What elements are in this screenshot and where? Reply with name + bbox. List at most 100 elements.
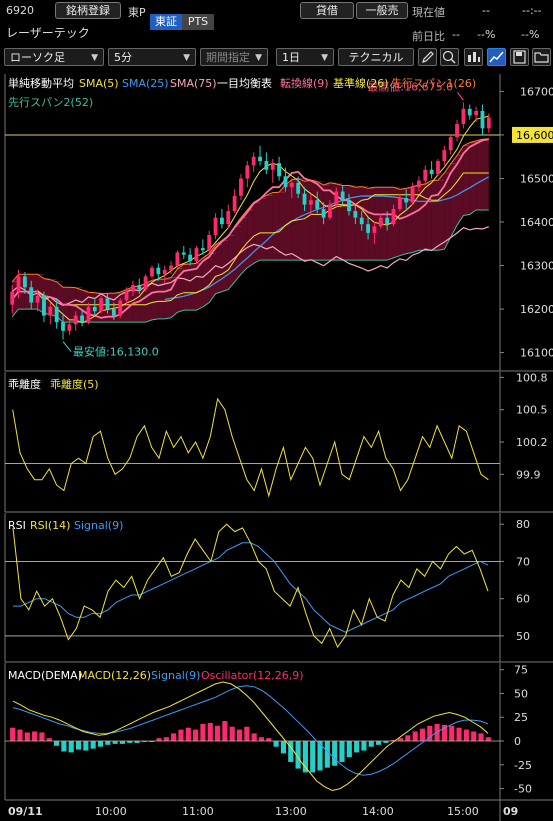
zoom-icon[interactable] [440, 48, 459, 66]
interval-select[interactable]: 5分 ▼ [108, 48, 196, 66]
candle[interactable] [61, 313, 65, 340]
candle[interactable] [423, 165, 428, 185]
candle[interactable] [480, 104, 485, 135]
legend-macd-title: MACD(DEMA) [8, 669, 82, 682]
candle[interactable] [258, 145, 262, 166]
candle[interactable] [99, 296, 104, 314]
candle[interactable] [175, 250, 180, 268]
candle[interactable] [334, 187, 339, 207]
candle-body [385, 217, 390, 225]
candle[interactable] [302, 187, 307, 212]
candle[interactable] [150, 265, 154, 279]
panel-tick-label: -25 [514, 759, 532, 772]
venue-pts-tab[interactable]: PTS [182, 14, 214, 30]
candle[interactable] [111, 302, 116, 320]
candle[interactable] [397, 193, 402, 212]
candle[interactable] [321, 202, 326, 225]
candle[interactable] [277, 156, 282, 181]
credit-button[interactable]: 貸借 [300, 2, 354, 19]
candle[interactable] [308, 193, 313, 216]
candle[interactable] [29, 280, 34, 310]
candle[interactable] [410, 182, 415, 205]
candle[interactable] [226, 204, 231, 229]
candle[interactable] [105, 293, 110, 314]
candle[interactable] [251, 152, 256, 172]
candle[interactable] [448, 134, 453, 155]
candle[interactable] [22, 272, 27, 294]
candle[interactable] [270, 158, 275, 183]
candle[interactable] [207, 230, 212, 253]
candle[interactable] [219, 208, 224, 229]
candle[interactable] [385, 211, 390, 231]
candle[interactable] [156, 263, 161, 281]
technical-button[interactable]: テクニカル [338, 48, 414, 66]
candle[interactable] [296, 176, 301, 199]
span-select[interactable]: 1日 ▼ [276, 48, 334, 66]
candle[interactable] [35, 289, 40, 312]
candle[interactable] [359, 211, 364, 231]
candle[interactable] [188, 248, 193, 266]
general-button[interactable]: 一般売 [356, 2, 408, 19]
candle[interactable] [467, 104, 472, 120]
candle[interactable] [10, 285, 15, 314]
candle[interactable] [80, 309, 84, 327]
candle-body [67, 324, 72, 331]
register-button[interactable]: 銘柄登録 [55, 2, 121, 19]
candle[interactable] [474, 106, 479, 122]
chart-area[interactable]: 16,600 最高値:16,675.0 最安値:16,130.0 16700 16500… [0, 70, 553, 821]
candle[interactable] [67, 319, 72, 336]
candle[interactable] [436, 158, 440, 177]
candle[interactable] [417, 176, 421, 192]
candle[interactable] [200, 239, 205, 255]
candle[interactable] [239, 174, 243, 201]
candle[interactable] [162, 265, 167, 283]
candle[interactable] [181, 245, 186, 259]
line-chart-icon[interactable] [487, 48, 506, 66]
folder-icon[interactable] [532, 48, 551, 66]
candle[interactable] [169, 261, 173, 275]
candle[interactable] [131, 280, 135, 296]
candle[interactable] [137, 278, 142, 294]
candle[interactable] [442, 145, 447, 166]
chart-type-select[interactable]: ローソク足 ▼ [4, 48, 104, 66]
candle[interactable] [245, 161, 250, 188]
chevron-down-icon: ▼ [183, 53, 190, 63]
candle[interactable] [283, 167, 288, 192]
compare-icon[interactable] [464, 48, 483, 66]
venue-tse-tab[interactable]: 東証 [150, 14, 182, 30]
candle[interactable] [404, 189, 409, 209]
candle[interactable] [54, 298, 59, 329]
candle[interactable] [118, 298, 123, 318]
candle[interactable] [213, 213, 218, 240]
candle[interactable] [429, 161, 434, 179]
candle[interactable] [366, 217, 370, 240]
candle[interactable] [48, 302, 53, 325]
candle[interactable] [289, 178, 294, 199]
candle-body [10, 291, 15, 305]
candle[interactable] [353, 204, 358, 225]
candle[interactable] [264, 152, 269, 175]
candle[interactable] [194, 245, 199, 264]
candle[interactable] [143, 274, 148, 292]
candle[interactable] [461, 102, 466, 129]
candle[interactable] [42, 291, 46, 323]
candle[interactable] [372, 222, 377, 244]
candle[interactable] [124, 287, 129, 305]
pencil-icon[interactable] [418, 48, 437, 66]
candle[interactable] [86, 302, 91, 325]
candle[interactable] [232, 189, 237, 214]
candle[interactable] [92, 298, 97, 316]
candle[interactable] [328, 200, 332, 220]
period-select[interactable]: 期間指定 ▼ [200, 48, 268, 66]
candle[interactable] [315, 191, 320, 214]
candle[interactable] [347, 193, 351, 216]
candle[interactable] [16, 269, 21, 299]
candle[interactable] [73, 311, 78, 331]
candle[interactable] [340, 185, 345, 205]
candle-body [296, 182, 301, 194]
candle[interactable] [486, 113, 491, 133]
candle[interactable] [455, 119, 459, 142]
save-icon[interactable] [510, 48, 529, 66]
candle[interactable] [378, 213, 383, 229]
candle[interactable] [391, 204, 396, 227]
